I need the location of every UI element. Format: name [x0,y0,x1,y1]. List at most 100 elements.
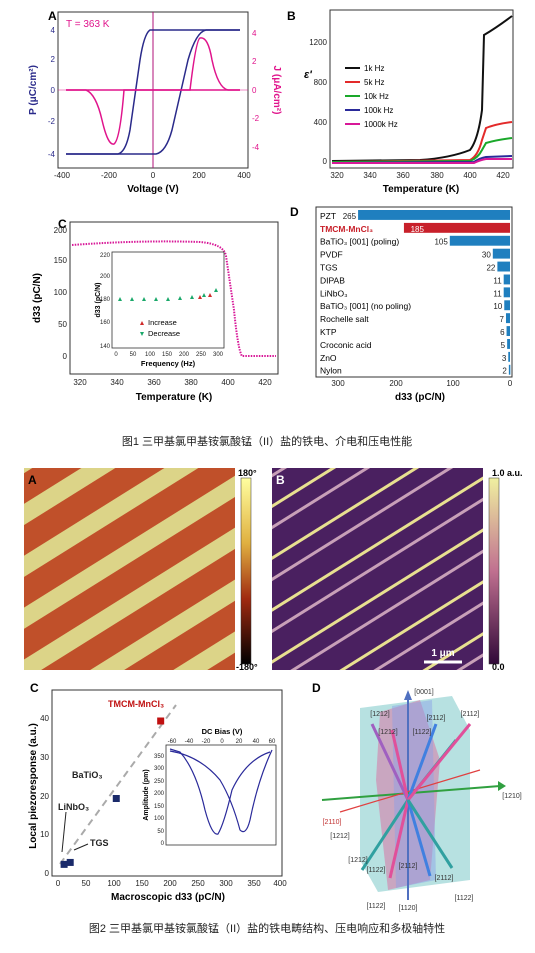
vector-label: [2112] [461,711,480,718]
y-left-tick-label: 2 [51,55,56,64]
y-tick-label: 400 [314,118,328,127]
x-tick-label: 320 [73,378,87,387]
inset-increase-point [198,295,202,299]
domain-phase-image [24,468,235,670]
point-series [60,717,165,868]
x-tick-label: 420 [496,171,510,180]
point-label: BaTiO₃ [72,770,103,780]
x-tick-label: 300 [331,379,345,388]
legend-increase-marker [140,321,144,325]
bar-category-label: DIPAB [320,275,345,285]
y-axis-label: d33 (pC/N) [32,273,43,323]
panel-1b: B 1k Hz 5k Hz 10k Hz 100k Hz 1000k Hz 32… [287,9,514,195]
colorbar-top-label: 180° [238,468,257,478]
x-tick-label: 400 [221,378,235,387]
inset-y-tick: 350 [154,754,165,760]
inset-x-tick: 300 [213,352,224,358]
data-point [66,858,74,866]
x-axis-label: Temperature (K) [136,392,213,403]
x-tick-label: 360 [396,171,410,180]
x-axis-label: Voltage (V) [127,184,178,195]
inset-y-label: Amplitude (pm) [143,769,150,820]
inset-x-tick: -20 [202,739,211,745]
bar-value-label: 11 [493,289,502,298]
x-tick-label: 300 [219,879,233,888]
x-tick-label: 50 [82,879,91,888]
inset-x-label: DC Bias (V) [202,727,243,736]
inset-y-tick: 100 [154,816,165,822]
bar [358,210,510,220]
scale-bar-label: 1 μm [431,648,454,659]
vector-label: [1122] [367,867,386,874]
y-tick-label: 100 [54,288,68,297]
arrow-head [498,781,506,791]
bar-value-label: 11 [493,276,502,285]
inset-x-tick: 40 [253,739,260,745]
bar-category-label: PVDF [320,250,343,260]
inset-y-tick: 200 [154,791,165,797]
y-tick-label: 200 [54,226,68,235]
bar-value-label: 22 [486,264,495,273]
x-tick-label: 380 [184,378,198,387]
panel-label: C [58,217,67,231]
y-right-tick-label: -2 [252,114,260,123]
bar [403,222,510,233]
bar-category-label: BaTiO₃ [001] (poling) [320,237,399,247]
plot-frame [329,9,514,169]
x-tick-label: 200 [192,171,206,180]
legend-entry: 100k Hz [364,106,393,115]
x-tick-label: 340 [110,378,124,387]
inset-increase-point [208,293,212,297]
x-tick-label: 200 [389,379,403,388]
axis-label: [1210] [502,793,522,800]
bar-value-label: 2 [502,367,507,376]
y-left-axis-label: P (μC/cm²) [28,65,39,115]
y-left-tick-label: -4 [48,150,56,159]
bar [449,235,510,246]
panel-label: A [28,473,37,487]
inset-amplitude-curve-2 [169,749,273,833]
series-J-positive [66,37,240,91]
x-tick-label: 350 [247,879,261,888]
bar-value-label: 6 [500,328,505,337]
x-axis-label: Macroscopic d33 (pC/N) [111,892,225,903]
bar-value-label: 265 [343,212,357,221]
y-tick-label: 30 [40,753,49,762]
colorbar-bottom-label: 0.0 [492,662,505,672]
inset-x-tick: 50 [130,352,137,358]
y-tick-label: 20 [40,792,49,801]
amplitude-colorbar [488,477,500,665]
trend-line [59,704,177,865]
inset-decrease-points [118,288,218,301]
series-10k [331,137,513,163]
inset-x-tick: 60 [269,739,276,745]
inset-y-tick: 220 [100,253,111,259]
series-d33-temperature [71,240,276,357]
panel-2b: B 1 μm 1.0 a.u. 0.0 [272,468,523,672]
panel-2c: C TMCM-MnCl₃ BaTiO₃ LiNbO₃ TGS -60 -40 -… [28,681,287,903]
panel-label: A [48,9,57,23]
inset-y-tick: 0 [161,841,165,847]
bar [492,248,510,259]
inset-x-tick: 200 [179,352,190,358]
panel-label: D [312,681,321,695]
panel-1c: C Increase Decrease 140 160 180 200 220 … [32,217,279,403]
x-axis-label: Temperature (K) [383,184,460,195]
series-P-upper [66,29,240,155]
x-tick-label: 100 [107,879,121,888]
inset-y-tick: 150 [154,804,165,810]
bar-value-label: 185 [411,225,425,234]
polyhedron-cyan [360,696,470,892]
series-1000k [332,158,512,164]
plot-frame [315,206,513,378]
x-tick-label: 250 [191,879,205,888]
x-tick-label: 380 [430,171,444,180]
inset-x-tick: 20 [236,739,243,745]
y-right-axis-label: J (μA/cm²) [271,66,282,115]
y-right-tick-label: 2 [252,57,257,66]
arrow-linbo3 [61,811,67,853]
point-label: LiNbO₃ [58,802,89,812]
panel-2a: A 180° -180° [24,468,258,672]
